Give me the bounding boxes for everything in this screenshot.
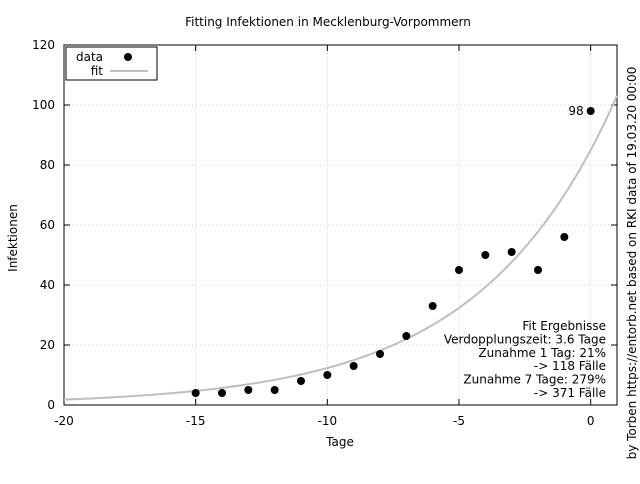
- data-point: [270, 386, 279, 394]
- fit-line: [63, 95, 618, 401]
- x-tick-label: -10: [318, 414, 338, 428]
- grid: [64, 45, 617, 405]
- y-tick-label: 100: [32, 98, 55, 112]
- data-point: [402, 332, 411, 340]
- legend: data fit: [65, 46, 158, 81]
- x-axis-label: Tage: [325, 435, 354, 449]
- fit-results-line: Zunahme 1 Tag: 21%: [478, 346, 606, 360]
- fit-results-line: Zunahme 7 Tage: 279%: [463, 373, 606, 387]
- data-point: [244, 386, 253, 394]
- data-point: [586, 107, 595, 115]
- data-point: [218, 389, 226, 397]
- y-tick-label: 20: [40, 338, 55, 352]
- data-point: [191, 389, 200, 397]
- data-points: [191, 107, 595, 397]
- y-tick-label: 120: [32, 38, 55, 52]
- x-tick-label: -5: [453, 414, 465, 428]
- data-point: [507, 248, 516, 256]
- plot-frame: [63, 44, 618, 406]
- x-tick-label: 0: [587, 414, 595, 428]
- legend-label-data: data: [76, 50, 103, 64]
- x-tick-label: -20: [54, 414, 74, 428]
- legend-label-fit: fit: [91, 64, 104, 78]
- legend-marker-data: [124, 53, 132, 61]
- data-point: [428, 302, 437, 310]
- y-axis-label: Infektionen: [6, 204, 20, 272]
- y-tick-label: 80: [40, 158, 55, 172]
- data-point: [376, 350, 384, 358]
- point-label: 98: [568, 104, 583, 118]
- fit-results-line: Fit Ergebnisse: [522, 319, 606, 333]
- data-point: [297, 377, 305, 385]
- y-tick-label: 0: [47, 398, 55, 412]
- data-point: [455, 266, 463, 274]
- data-point: [349, 362, 358, 370]
- fit-results-line: Verdopplungszeit: 3.6 Tage: [444, 332, 606, 346]
- data-point: [323, 371, 332, 379]
- chart-title: Fitting Infektionen in Mecklenburg-Vorpo…: [185, 15, 471, 29]
- fit-results-line: -> 371 Fälle: [534, 386, 606, 400]
- fit-results-line: -> 118 Fälle: [534, 359, 606, 373]
- data-point: [560, 233, 569, 241]
- axis-ticks: -20 -15 -10 -5 0 0 20 40 60 80 100 120: [32, 38, 617, 428]
- y-tick-label: 60: [40, 218, 55, 232]
- data-point: [481, 251, 490, 259]
- side-credit-label: by Torben https://entorb.net based on RK…: [625, 67, 639, 460]
- x-tick-label: -15: [186, 414, 206, 428]
- y-tick-label: 40: [40, 278, 55, 292]
- data-point: [534, 266, 542, 274]
- legend-box: [65, 46, 158, 81]
